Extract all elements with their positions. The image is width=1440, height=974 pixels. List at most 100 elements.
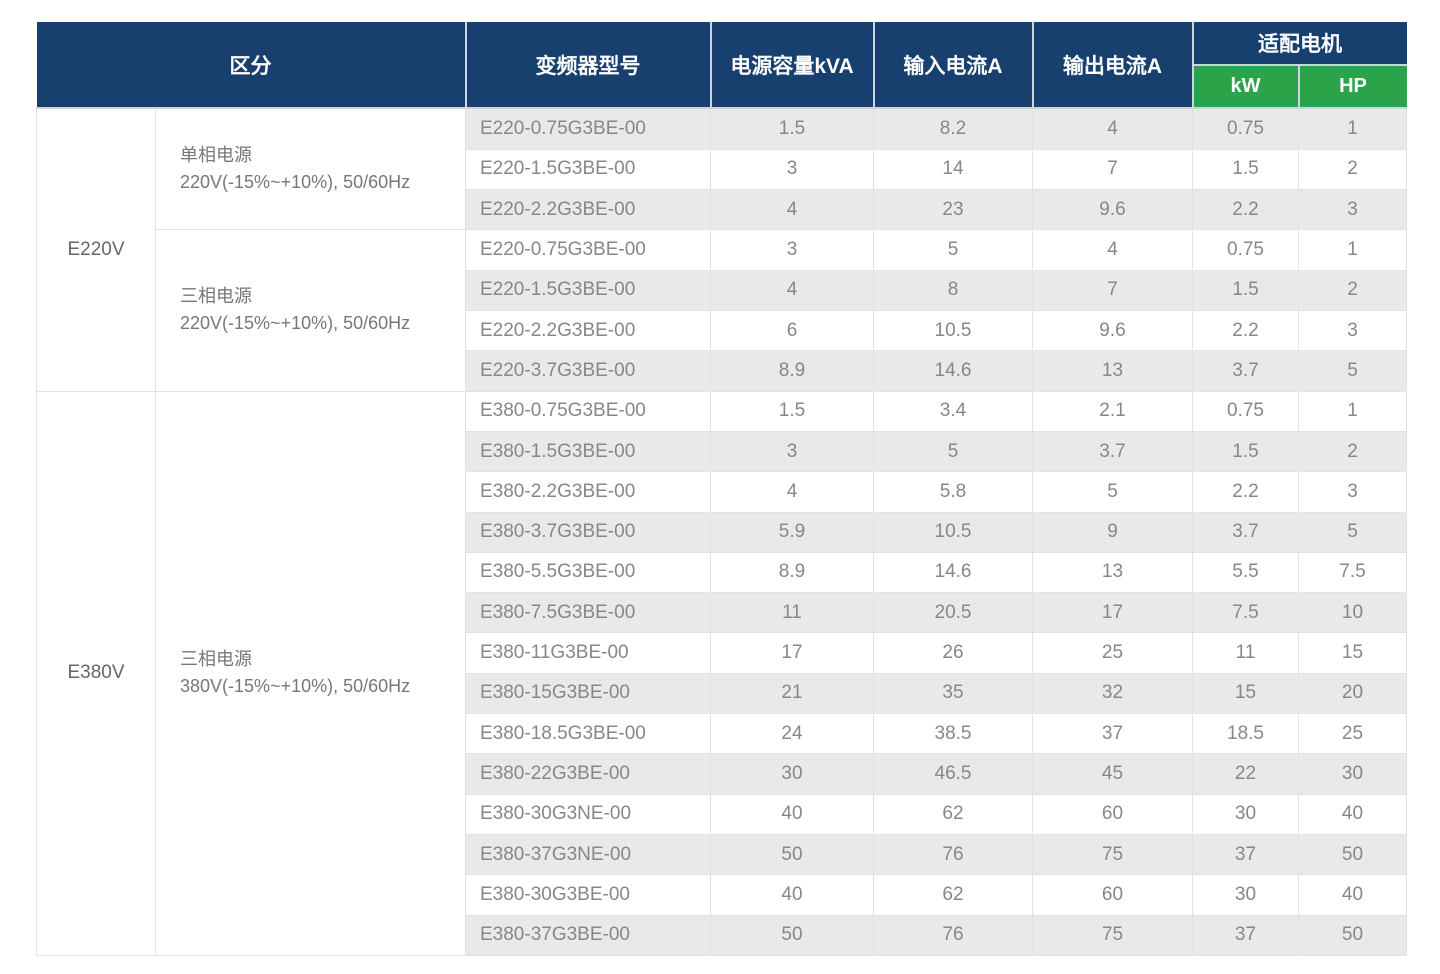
motor-hp-cell: 2: [1298, 148, 1407, 191]
capacity-kva-cell: 1.5: [710, 107, 874, 150]
input-current-cell: 62: [873, 874, 1033, 916]
capacity-kva-cell: 1.5: [710, 390, 874, 432]
header-motor-kw: kW: [1191, 65, 1299, 109]
model-cell: E220-1.5G3BE-00: [465, 148, 711, 191]
header-motor: 适配电机: [1191, 22, 1407, 66]
model-cell: E220-2.2G3BE-00: [465, 309, 711, 352]
model-cell: E220-3.7G3BE-00: [465, 350, 711, 392]
table-row: E220-1.5G3BE-00 4 8 7 1.5 2: [37, 269, 1407, 311]
capacity-kva-cell: 6: [710, 309, 874, 352]
motor-hp-cell: 1: [1298, 107, 1407, 150]
output-current-cell: 75: [1032, 833, 1193, 876]
motor-kw-cell: 7.5: [1192, 592, 1299, 634]
output-current-cell: 32: [1032, 672, 1193, 715]
capacity-kva-cell: 4: [710, 471, 874, 513]
phase-type-label: 单相电源: [180, 145, 252, 166]
model-cell: E220-2.2G3BE-00: [465, 188, 711, 231]
output-current-cell: 5: [1032, 471, 1193, 513]
motor-hp-cell: 7.5: [1298, 551, 1407, 594]
power-phase-cell: 单相电源 220V(-15%~+10%), 50/60Hz: [155, 107, 466, 231]
table-row: E220-1.5G3BE-00 3 14 7 1.5 2: [37, 148, 1407, 191]
input-current-cell: 5: [873, 229, 1033, 271]
model-cell: E380-37G3NE-00: [465, 833, 711, 876]
output-current-cell: 60: [1032, 793, 1193, 836]
motor-hp-cell: 25: [1298, 713, 1407, 755]
output-current-cell: 2.1: [1032, 390, 1193, 432]
table-body: E220V 单相电源 220V(-15%~+10%), 50/60Hz E220-0.…: [36, 107, 1407, 957]
input-current-cell: 76: [873, 914, 1033, 957]
voltage-group-cell: E220V: [36, 107, 156, 392]
header-input-current: 输入电流A: [872, 22, 1033, 109]
spec-table-container: 区分 变频器型号 电源容量kVA 输入电流A 输出电流A 适配电机 kW HP …: [36, 22, 1407, 957]
table-row: E380-2.2G3BE-00 4 5.8 5 2.2 3: [37, 471, 1407, 513]
motor-kw-cell: 15: [1192, 672, 1299, 715]
table-row: E220-2.2G3BE-00 6 10.5 9.6 2.2 3: [37, 309, 1407, 352]
voltage-group-cell: E380V: [36, 390, 156, 957]
model-cell: E220-0.75G3BE-00: [465, 229, 711, 271]
motor-kw-cell: 1.5: [1192, 430, 1299, 473]
input-current-cell: 10.5: [873, 511, 1033, 553]
output-current-cell: 75: [1032, 914, 1193, 957]
motor-hp-cell: 50: [1298, 914, 1407, 957]
phase-voltage-label: 220V(-15%~+10%), 50/60Hz: [180, 313, 411, 334]
motor-kw-cell: 3.7: [1192, 350, 1299, 392]
table-row: E380-11G3BE-00 17 26 25 11 15: [37, 632, 1407, 674]
capacity-kva-cell: 3: [710, 430, 874, 473]
motor-hp-cell: 40: [1298, 874, 1407, 916]
model-cell: E380-11G3BE-00: [465, 632, 711, 674]
model-cell: E380-18.5G3BE-00: [465, 713, 711, 755]
motor-kw-cell: 2.2: [1192, 471, 1299, 513]
table-header: 区分 变频器型号 电源容量kVA 输入电流A 输出电流A 适配电机 kW HP: [36, 22, 1407, 109]
table-row: E380-22G3BE-00 30 46.5 45 22 30: [37, 753, 1407, 795]
input-current-cell: 10.5: [873, 309, 1033, 352]
table-row: E380-5.5G3BE-00 8.9 14.6 13 5.5 7.5: [37, 551, 1407, 594]
output-current-cell: 9.6: [1032, 309, 1193, 352]
capacity-kva-cell: 40: [710, 874, 874, 916]
capacity-kva-cell: 50: [710, 833, 874, 876]
model-cell: E380-5.5G3BE-00: [465, 551, 711, 594]
output-current-cell: 7: [1032, 148, 1193, 191]
power-phase-cell: 三相电源 380V(-15%~+10%), 50/60Hz: [155, 390, 466, 957]
output-current-cell: 4: [1032, 107, 1193, 150]
input-current-cell: 23: [873, 188, 1033, 231]
motor-hp-cell: 50: [1298, 833, 1407, 876]
input-current-cell: 3.4: [873, 390, 1033, 432]
motor-hp-cell: 5: [1298, 350, 1407, 392]
header-row-sub: kW HP: [37, 65, 1407, 109]
input-current-cell: 8.2: [873, 107, 1033, 150]
motor-kw-cell: 30: [1192, 793, 1299, 836]
capacity-kva-cell: 3: [710, 229, 874, 271]
motor-hp-cell: 2: [1298, 269, 1407, 311]
phase-voltage-label: 380V(-15%~+10%), 50/60Hz: [180, 676, 411, 697]
header-model: 变频器型号: [464, 22, 711, 109]
motor-hp-cell: 3: [1298, 471, 1407, 513]
output-current-cell: 37: [1032, 713, 1193, 755]
motor-kw-cell: 1.5: [1192, 148, 1299, 191]
header-row-top: 区分 变频器型号 电源容量kVA 输入电流A 输出电流A 适配电机: [36, 22, 1407, 109]
motor-kw-cell: 5.5: [1192, 551, 1299, 594]
model-cell: E380-37G3BE-00: [465, 914, 711, 957]
table-row: E380-37G3NE-00 50 76 75 37 50: [37, 833, 1407, 876]
phase-type-label: 三相电源: [180, 649, 252, 670]
table-row: E380-1.5G3BE-00 3 5 3.7 1.5 2: [37, 430, 1407, 473]
output-current-cell: 45: [1032, 753, 1193, 795]
capacity-kva-cell: 4: [710, 269, 874, 311]
capacity-kva-cell: 4: [710, 188, 874, 231]
header-category: 区分: [36, 22, 466, 109]
table-row: E380V 三相电源 380V(-15%~+10%), 50/60Hz E380-0.…: [36, 390, 1407, 957]
input-current-cell: 76: [873, 833, 1033, 876]
motor-kw-cell: 0.75: [1192, 229, 1299, 271]
motor-hp-cell: 30: [1298, 753, 1407, 795]
model-cell: E220-0.75G3BE-00: [465, 107, 711, 150]
model-cell: E220-1.5G3BE-00: [465, 269, 711, 311]
table-row: E380-37G3BE-00 50 76 75 37 50: [37, 914, 1407, 957]
motor-kw-cell: 0.75: [1192, 390, 1299, 432]
output-current-cell: 13: [1032, 551, 1193, 594]
motor-hp-cell: 3: [1298, 309, 1407, 352]
input-current-cell: 5: [873, 430, 1033, 473]
input-current-cell: 20.5: [873, 592, 1033, 634]
table-row: E380-30G3NE-00 40 62 60 30 40: [37, 793, 1407, 836]
motor-kw-cell: 0.75: [1192, 107, 1299, 150]
table-row: E220-2.2G3BE-00 4 23 9.6 2.2 3: [37, 188, 1407, 231]
motor-hp-cell: 20: [1298, 672, 1407, 715]
